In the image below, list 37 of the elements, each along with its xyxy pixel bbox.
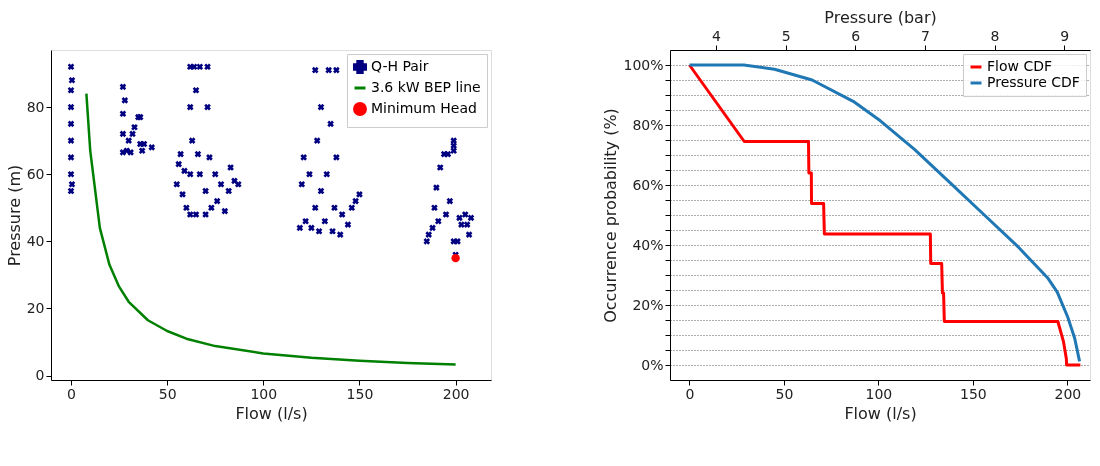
x-tick-label: 50 (158, 385, 177, 402)
y-axis-title: Occurrence probability (%) (601, 108, 621, 323)
y-tick-label: 20 (26, 299, 45, 316)
x-tick-label: 150 (959, 385, 987, 402)
legend-label: Flow CDF (987, 58, 1053, 74)
y-tick-label: 0% (641, 356, 664, 373)
y-tick-label: 0 (35, 367, 45, 384)
y-tick-label: 100% (623, 56, 664, 73)
x2-tick-label: 9 (1060, 27, 1070, 44)
x2-tick-label: 6 (851, 27, 861, 44)
legend-label: 3.6 kW BEP line (371, 79, 481, 95)
x2-tick-label: 5 (781, 27, 791, 44)
x-tick-label: 0 (67, 385, 76, 402)
x2-tick-label: 4 (712, 27, 722, 44)
x-tick-label: 100 (250, 385, 278, 402)
x2-axis-title: Pressure (bar) (824, 7, 937, 27)
x2-tick-label: 7 (920, 27, 930, 44)
y-tick-label: 80 (26, 98, 45, 115)
y-tick-label: 80% (632, 116, 664, 133)
x-tick-label: 200 (442, 385, 470, 402)
x2-tick-label: 8 (990, 27, 1000, 44)
x-tick-label: 50 (775, 385, 794, 402)
x-tick-label: 0 (685, 385, 695, 402)
legend-label: Q-H Pair (371, 58, 429, 74)
y-tick-label: 60 (26, 165, 45, 182)
legend-label: Minimum Head (371, 100, 477, 116)
y-tick-label: 40% (632, 236, 664, 253)
y-tick-label: 20% (632, 296, 664, 313)
x-tick-label: 150 (346, 385, 374, 402)
y-tick-label: 60% (632, 176, 664, 193)
y-axis-title: Pressure (m) (4, 164, 24, 267)
x-tick-label: 100 (865, 385, 893, 402)
legend-label: Pressure CDF (987, 74, 1080, 90)
y-tick-label: 40 (26, 232, 45, 249)
x-axis-title: Flow (l/s) (235, 403, 308, 423)
x-axis-title: Flow (l/s) (844, 403, 917, 423)
x-tick-label: 200 (1054, 385, 1082, 402)
